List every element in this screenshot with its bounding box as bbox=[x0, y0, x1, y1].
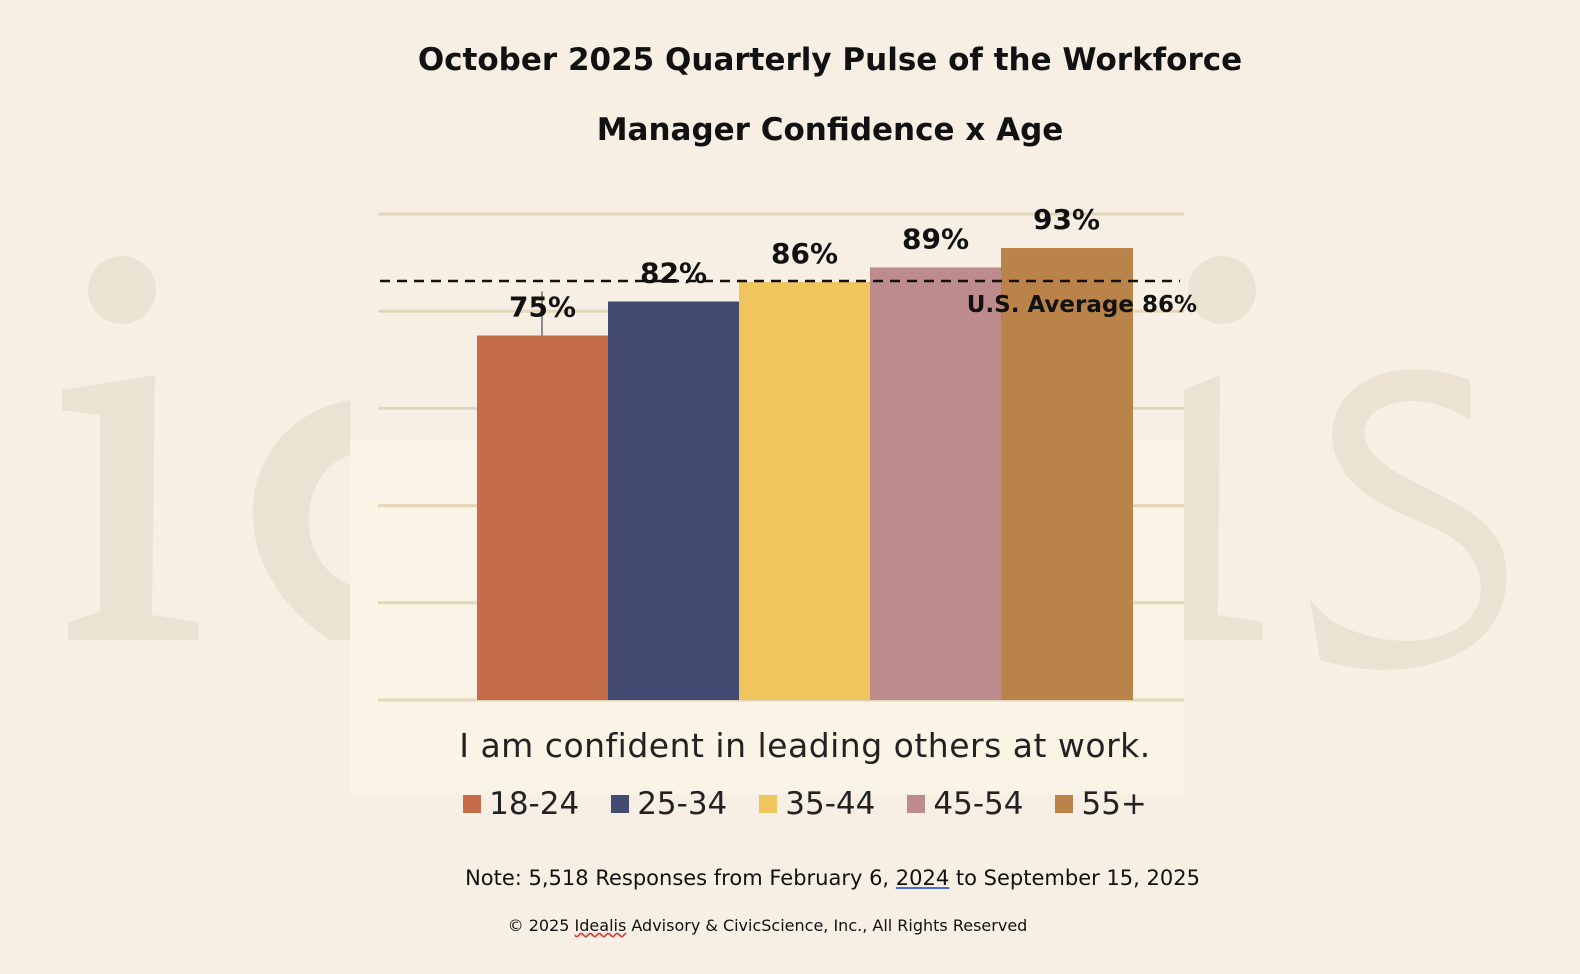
footnote-year: 2024 bbox=[895, 866, 950, 890]
legend-swatch bbox=[1055, 795, 1074, 813]
legend-item: 55+ bbox=[1055, 786, 1147, 822]
bar-18-24 bbox=[477, 335, 609, 700]
bar-35-44 bbox=[739, 282, 871, 700]
bar-45-54 bbox=[870, 267, 1002, 700]
copyright-suffix: Advisory & CivicScience, Inc., All Right… bbox=[626, 916, 1028, 935]
legend-label: 25-34 bbox=[637, 786, 728, 822]
legend-item: 25-34 bbox=[611, 786, 727, 822]
legend-swatch bbox=[611, 795, 630, 813]
footnote-suffix: to September 15, 2025 bbox=[949, 866, 1200, 890]
legend-label: 18-24 bbox=[489, 786, 580, 822]
bar-25-34 bbox=[608, 301, 740, 700]
legend-label: 45-54 bbox=[933, 786, 1024, 822]
legend-swatch bbox=[907, 795, 926, 813]
chart-subtitle: Manager Confidence x Age bbox=[596, 112, 1064, 148]
legend-swatch bbox=[463, 795, 482, 813]
legend: 18-24 25-34 35-44 45-54 55+ bbox=[0, 786, 1580, 822]
data-label: 93% bbox=[1033, 203, 1100, 236]
data-label: 75% bbox=[509, 291, 576, 324]
chart-title: October 2025 Quarterly Pulse of the Work… bbox=[417, 42, 1243, 78]
copyright-prefix: © 2025 bbox=[507, 916, 575, 935]
legend-item: 35-44 bbox=[759, 786, 875, 822]
legend-label: 35-44 bbox=[785, 786, 876, 822]
footnote: Note: 5,518 Responses from February 6, 2… bbox=[0, 866, 1580, 890]
data-label: 86% bbox=[771, 237, 838, 270]
copyright-brand: Idealis bbox=[574, 916, 627, 935]
data-label: 89% bbox=[902, 222, 969, 255]
copyright: © 2025 Idealis Advisory & CivicScience, … bbox=[0, 916, 1535, 935]
footnote-prefix: Note: 5,518 Responses from February 6, bbox=[465, 866, 896, 890]
legend-item: 18-24 bbox=[463, 786, 579, 822]
legend-swatch bbox=[759, 795, 778, 813]
bar-55+ bbox=[1001, 248, 1133, 700]
x-axis-label: I am confident in leading others at work… bbox=[459, 726, 1151, 765]
us-average-label: U.S. Average 86% bbox=[967, 292, 1197, 318]
legend-label: 55+ bbox=[1081, 786, 1147, 822]
legend-item: 45-54 bbox=[907, 786, 1023, 822]
data-label: 82% bbox=[640, 256, 707, 289]
